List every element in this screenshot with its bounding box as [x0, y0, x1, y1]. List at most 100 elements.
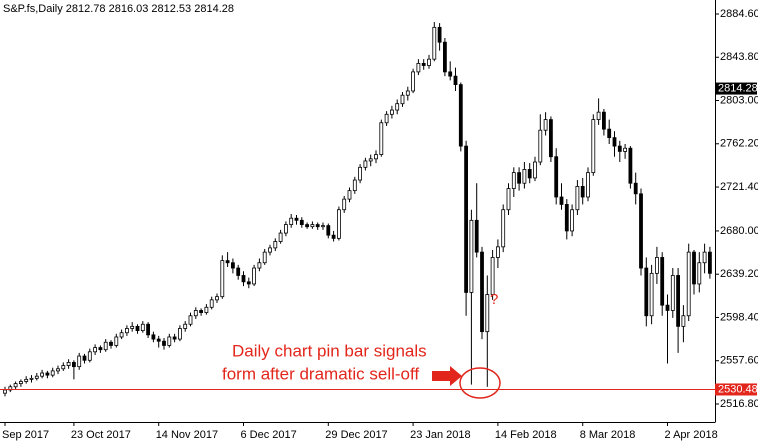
candle-body	[151, 334, 156, 340]
candle-body	[575, 186, 580, 211]
candle-body	[109, 341, 113, 346]
candle-body	[612, 137, 617, 147]
candle-body	[517, 172, 521, 184]
candle-body	[220, 260, 225, 298]
candle-body	[686, 251, 691, 317]
y-tick-label: 2598.40	[720, 311, 758, 323]
candle-body	[692, 251, 696, 285]
candle-body	[702, 251, 707, 264]
candle-body	[130, 325, 135, 329]
candle-body	[215, 296, 219, 301]
candle-body	[538, 129, 543, 163]
candle-body	[474, 219, 479, 253]
candle-body	[676, 275, 680, 327]
candle-body	[241, 275, 246, 283]
y-tick-label: 2516.80	[720, 398, 758, 410]
candle-body	[416, 63, 421, 73]
candle-body	[347, 190, 352, 200]
candle-body	[72, 362, 76, 368]
price-label-box	[715, 383, 757, 396]
candle-body	[289, 217, 294, 225]
candle-body	[50, 370, 55, 376]
candle-body	[586, 172, 590, 198]
candle-body	[119, 332, 124, 338]
candle-body	[18, 381, 23, 385]
x-tick-label: Sep 2017	[2, 429, 49, 441]
candle-body	[501, 209, 506, 248]
candle-body	[66, 362, 71, 366]
candle-body	[559, 196, 564, 205]
candle-body	[40, 372, 44, 377]
candle-body	[283, 224, 288, 234]
x-tick-label: 8 Mar 2018	[580, 429, 636, 441]
candle-body	[549, 119, 553, 158]
y-tick-label: 2762.20	[720, 138, 758, 150]
candle-body	[103, 341, 108, 351]
candle-body	[485, 294, 490, 333]
candle-body	[230, 262, 235, 269]
candle-body	[448, 71, 453, 77]
candle-body	[135, 325, 140, 332]
candle-body	[93, 347, 97, 353]
candle-body	[432, 26, 437, 60]
candle-body	[236, 267, 241, 276]
highlight-circle	[459, 367, 501, 399]
candle-body	[188, 315, 193, 325]
candle-body	[607, 128, 612, 139]
candle-body	[3, 389, 7, 394]
candle-body	[204, 306, 209, 313]
candle-body	[140, 323, 145, 332]
y-tick-label: 2557.60	[720, 355, 758, 367]
candle-body	[697, 262, 702, 285]
candle-body	[533, 161, 537, 179]
candle-body	[395, 103, 400, 111]
candle-body	[469, 219, 474, 293]
candle-body	[379, 122, 384, 155]
x-tick-label: 14 Nov 2017	[156, 429, 218, 441]
candle-body	[511, 172, 516, 189]
candle-body	[199, 310, 204, 313]
candle-body	[639, 193, 643, 269]
y-tick-label: 2721.40	[720, 181, 758, 193]
y-tick-label: 2680.00	[720, 225, 758, 237]
candle-body	[368, 158, 373, 162]
candle-body	[8, 386, 13, 391]
x-tick-label: 2 Apr 2018	[665, 429, 718, 441]
candle-body	[167, 336, 172, 346]
candle-body	[506, 188, 511, 211]
candle-body	[45, 372, 50, 376]
candle-body	[146, 323, 151, 336]
candle-body	[252, 267, 257, 285]
candle-body	[681, 315, 686, 327]
candle-body	[411, 71, 416, 92]
candle-body	[665, 304, 670, 311]
x-tick-label: 23 Oct 2017	[71, 429, 131, 441]
candle-body	[358, 166, 363, 181]
candle-body	[363, 160, 368, 168]
annotation: Daily chart pin bar signals	[232, 341, 427, 360]
candle-body	[273, 241, 278, 249]
candle-body	[29, 377, 34, 380]
candle-body	[437, 26, 442, 43]
candle-body	[310, 224, 315, 228]
candle-body	[162, 340, 166, 346]
candle-body	[522, 169, 527, 184]
candle-body	[299, 219, 304, 225]
candle-body	[98, 347, 103, 351]
candle-body	[315, 224, 320, 228]
candle-body	[628, 147, 633, 184]
candle-body	[82, 355, 87, 361]
y-tick-label: 2803.00	[720, 94, 758, 106]
candle-body	[400, 94, 405, 105]
candle-body	[246, 281, 251, 285]
chart-title: S&P.fs,Daily 2812.78 2816.03 2812.53 281…	[3, 3, 234, 15]
x-tick-label: 23 Jan 2018	[410, 429, 471, 441]
candle-body	[670, 275, 675, 311]
candle-body	[405, 90, 410, 96]
candle-body	[336, 209, 341, 239]
annotation: ?	[490, 291, 498, 308]
candle-body	[527, 169, 532, 179]
candle-body	[294, 217, 299, 221]
candle-body	[77, 355, 82, 368]
